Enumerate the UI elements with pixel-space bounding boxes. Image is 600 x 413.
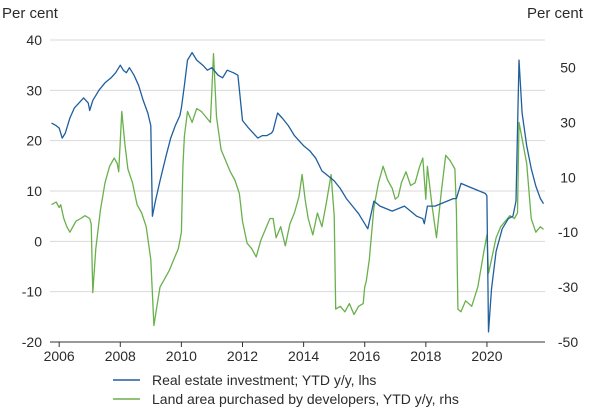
legend-label-land-area: Land area purchased by developers, YTD y… <box>152 391 459 407</box>
left-tick-label-0: 0 <box>34 233 42 249</box>
right-tick-label--30: -30 <box>558 279 578 295</box>
x-tick-label-2012: 2012 <box>227 348 258 364</box>
series-layer <box>51 51 545 333</box>
right-tick-label--10: -10 <box>558 224 578 240</box>
series-real-estate-line <box>51 51 545 333</box>
left-tick-label--10: -10 <box>22 284 42 300</box>
left-axis-ticks: -20 -10 0 10 20 30 40 <box>22 32 42 350</box>
x-tick-label-2016: 2016 <box>349 348 380 364</box>
left-tick-label--20: -20 <box>22 334 42 350</box>
x-tick-label-2014: 2014 <box>288 348 319 364</box>
right-tick-label--50: -50 <box>558 334 578 350</box>
right-tick-label-30: 30 <box>560 114 576 130</box>
x-axis-ticks: 2006 2008 2010 2012 2014 2016 2018 2020 <box>44 342 503 364</box>
series-land-area-line <box>51 53 544 327</box>
x-tick-label-2018: 2018 <box>410 348 441 364</box>
left-tick-label-40: 40 <box>26 32 42 48</box>
left-tick-label-20: 20 <box>26 133 42 149</box>
right-axis-title: Per cent <box>527 5 584 22</box>
x-tick-label-2010: 2010 <box>166 348 197 364</box>
left-axis-title: Per cent <box>2 5 59 22</box>
right-tick-label-10: 10 <box>560 169 576 185</box>
left-tick-label-30: 30 <box>26 82 42 98</box>
legend-label-real-estate: Real estate investment; YTD y/y, lhs <box>152 372 376 388</box>
right-axis-ticks: -50 -30 -10 10 30 50 <box>558 59 578 350</box>
legend: Real estate investment; YTD y/y, lhs Lan… <box>113 372 459 407</box>
right-tick-label-50: 50 <box>560 59 576 75</box>
gridlines <box>50 39 545 293</box>
x-tick-label-2006: 2006 <box>44 348 75 364</box>
x-tick-label-2020: 2020 <box>471 348 502 364</box>
left-tick-label-10: 10 <box>26 183 42 199</box>
x-tick-label-2008: 2008 <box>105 348 136 364</box>
